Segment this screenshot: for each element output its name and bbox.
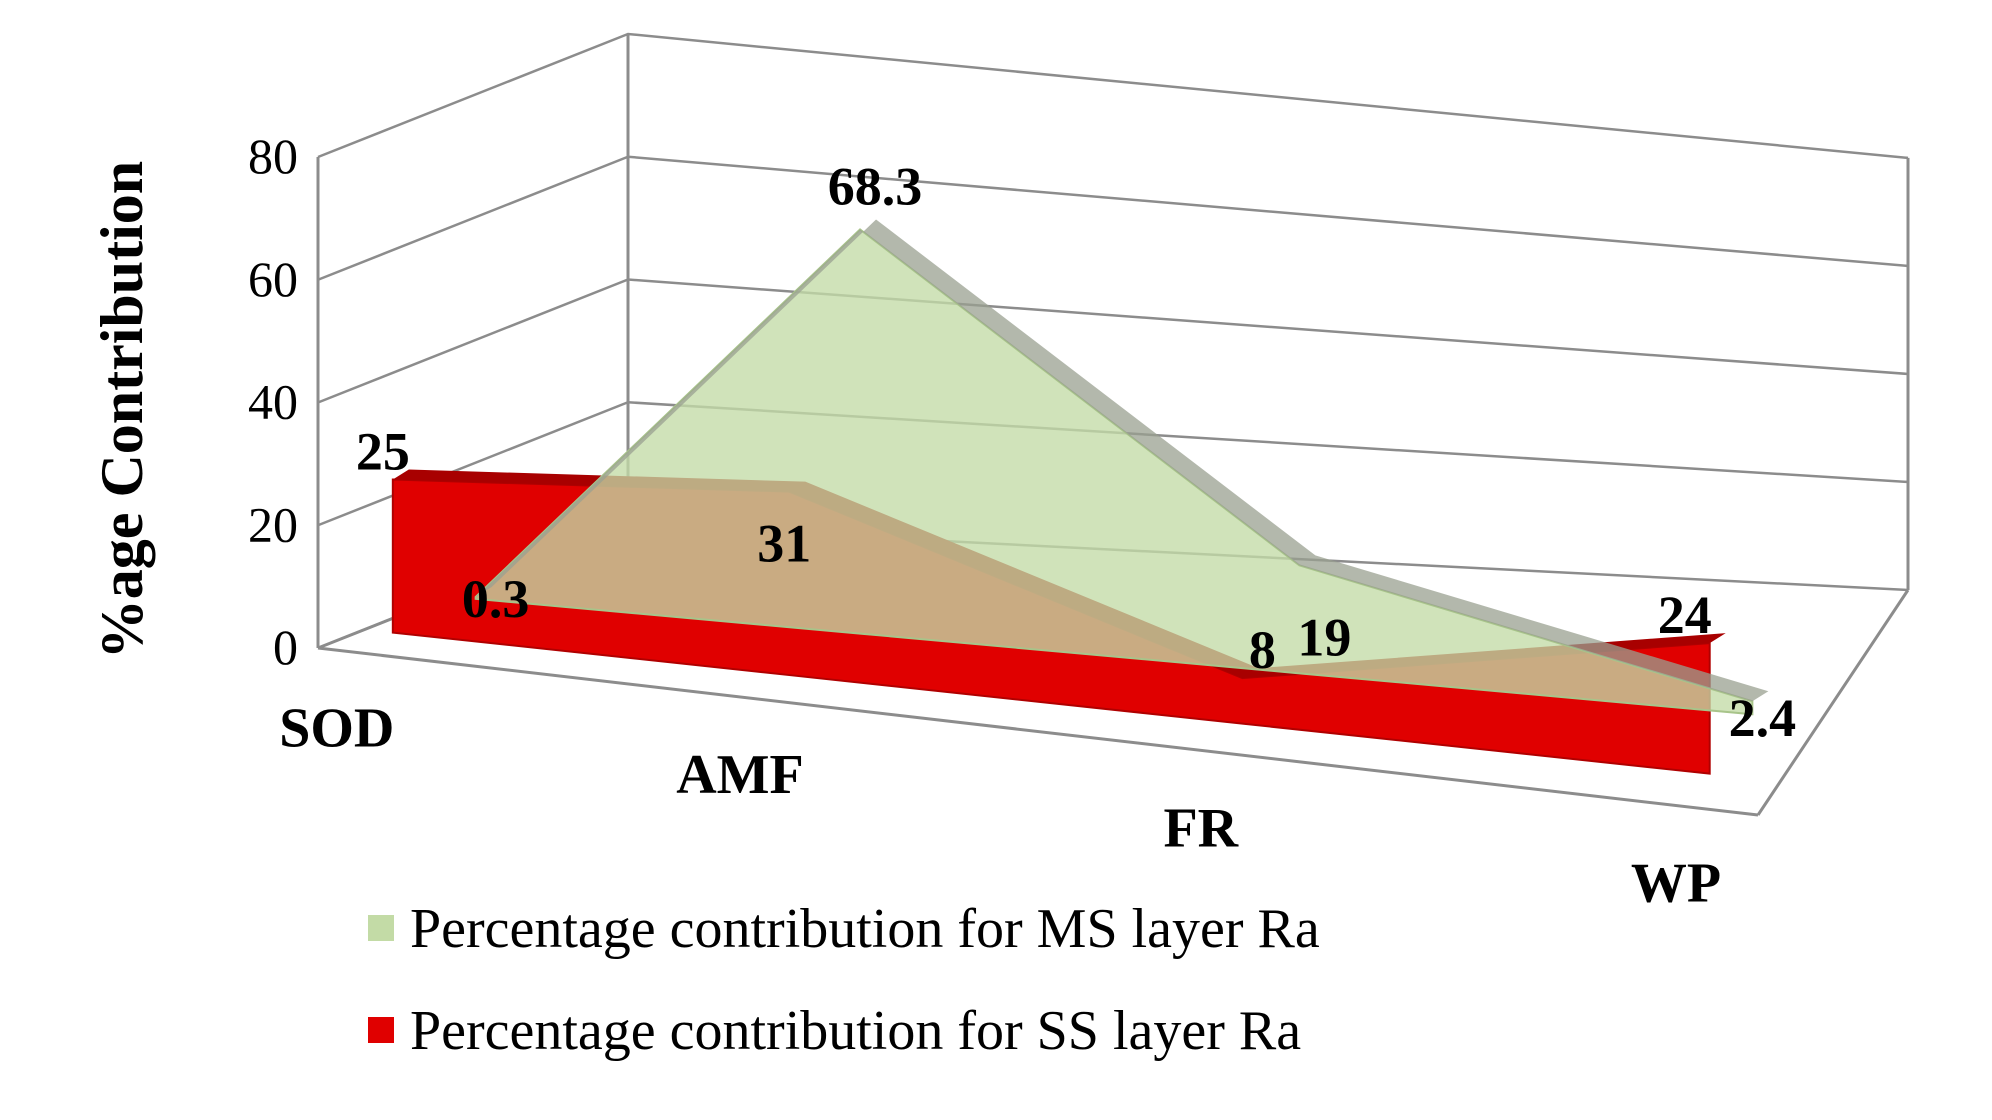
data-label-ss-amf: 31: [757, 514, 811, 574]
data-point-ms-fr: [1298, 564, 1300, 566]
y-tick-label-60: 60: [248, 251, 298, 307]
y-tick-label-40: 40: [248, 374, 298, 430]
data-label-ms-sod: 0.3: [462, 569, 530, 629]
series-area-ms: [474, 228, 1754, 716]
plot-area: [391, 219, 1769, 775]
floor-front-edge: [317, 646, 1759, 817]
gridline-40: [317, 278, 1909, 404]
y-tick-label-80: 80: [248, 128, 298, 184]
legend-label-ss: Percentage contribution for SS layer Ra: [410, 1000, 1301, 1062]
legend-label-ms: Percentage contribution for MS layer Ra: [410, 898, 1320, 960]
data-point-ss-fr: [1241, 677, 1243, 679]
legend-swatch-ss: [368, 1017, 394, 1043]
legend: Percentage contribution for MS layer Ra …: [368, 898, 1320, 1062]
data-label-ss-wp: 24: [1658, 585, 1712, 645]
y-tick-label-0: 0: [273, 619, 298, 675]
data-label-ms-fr: 19: [1297, 607, 1351, 667]
legend-item-ms[interactable]: Percentage contribution for MS layer Ra: [368, 898, 1320, 960]
x-category-wp: WP: [1631, 853, 1721, 915]
data-labels: 0.3 68.3 19 2.4 25 31 8 24: [356, 156, 1796, 748]
data-label-ms-wp: 2.4: [1729, 688, 1797, 748]
x-category-sod: SOD: [279, 697, 394, 759]
y-axis-ticks: 0 20 40 60 80: [248, 128, 298, 675]
x-axis-categories: SOD AMF FR WP: [279, 697, 1721, 914]
x-category-fr: FR: [1163, 798, 1238, 860]
data-label-ms-amf: 68.3: [828, 156, 923, 216]
floor-right-edge: [1756, 589, 1910, 816]
legend-swatch-ms: [368, 915, 394, 941]
gridline-80: [317, 32, 1909, 160]
y-axis-title: %age Contribution: [89, 161, 155, 659]
series-ribbon-ms: [475, 219, 1769, 702]
data-point-ms-amf: [859, 228, 861, 230]
data-label-ss-fr: 8: [1249, 620, 1276, 680]
legend-item-ss[interactable]: Percentage contribution for SS layer Ra: [368, 1000, 1301, 1062]
x-category-amf: AMF: [676, 744, 804, 806]
axes: [316, 34, 1910, 817]
data-label-ss-sod: 25: [356, 422, 410, 482]
gridline-60: [317, 155, 1909, 281]
y-tick-label-20: 20: [248, 496, 298, 552]
